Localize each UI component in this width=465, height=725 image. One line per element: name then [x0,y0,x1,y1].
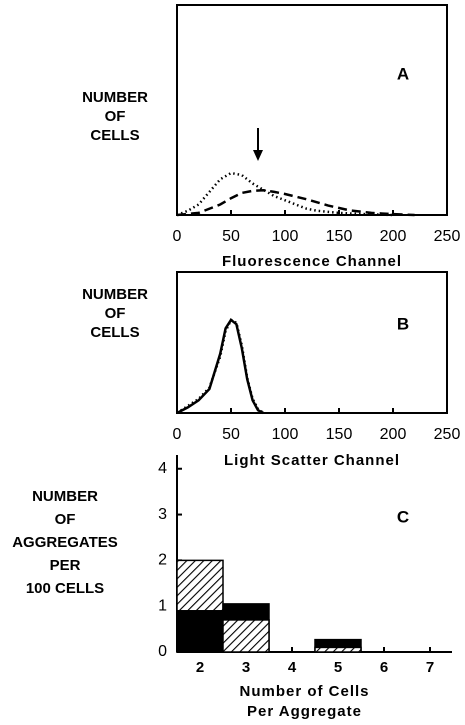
x-tick-label: 5 [334,659,342,676]
y-tick-label: 4 [158,460,167,477]
x-tick-label: 100 [272,228,299,245]
axes-frame [176,271,448,414]
x-tick-label: 4 [288,659,297,676]
x-tick-label: 2 [196,659,204,676]
y-tick-label: 3 [158,506,167,523]
panel-label: A [397,64,409,83]
y-axis-label: OF [105,305,126,322]
x-tick-label: 150 [326,228,353,245]
y-axis-label: PER [50,557,81,574]
x-tick-label: 150 [326,426,353,443]
x-tick-label: 200 [380,426,407,443]
y-axis-label: NUMBER [82,89,148,106]
y-axis-label: NUMBER [32,488,98,505]
bar [222,619,270,653]
y-axis-label: 100 CELLS [26,580,104,597]
y-tick-label: 2 [158,552,167,569]
x-tick-label: 250 [434,228,461,245]
bar [176,610,224,653]
curve [176,171,394,217]
y-tick-label: 0 [158,643,167,660]
curve [176,318,264,415]
x-tick-label: 50 [222,426,240,443]
x-tick-label: 100 [272,426,299,443]
x-axis-label: Fluorescence Channel [222,253,402,270]
x-tick-label: 7 [426,659,434,676]
panel-label: B [397,314,409,333]
bar [314,646,362,653]
y-axis-label: OF [55,511,76,528]
curve [176,188,415,217]
x-axis-label: Light Scatter Channel [224,452,400,469]
x-tick-label: 0 [173,426,182,443]
y-axis-label: CELLS [90,324,139,341]
y-tick-label: 1 [158,597,167,614]
x-axis-label: Number of Cells [239,683,369,700]
x-tick-label: 6 [380,659,388,676]
curve [176,318,265,415]
arrow-head [253,150,263,161]
x-tick-label: 250 [434,426,461,443]
x-tick-label: 50 [222,228,240,245]
y-axis-label: CELLS [90,127,139,144]
x-tick-label: 0 [173,228,182,245]
y-axis-label: NUMBER [82,286,148,303]
x-axis-label: Per Aggregate [247,703,362,720]
y-axis-label: OF [105,108,126,125]
x-tick-label: 200 [380,228,407,245]
y-axis-label: AGGREGATES [12,534,118,551]
panel-label: C [397,507,409,526]
x-tick-label: 3 [242,659,250,676]
axes-frame [176,4,448,216]
